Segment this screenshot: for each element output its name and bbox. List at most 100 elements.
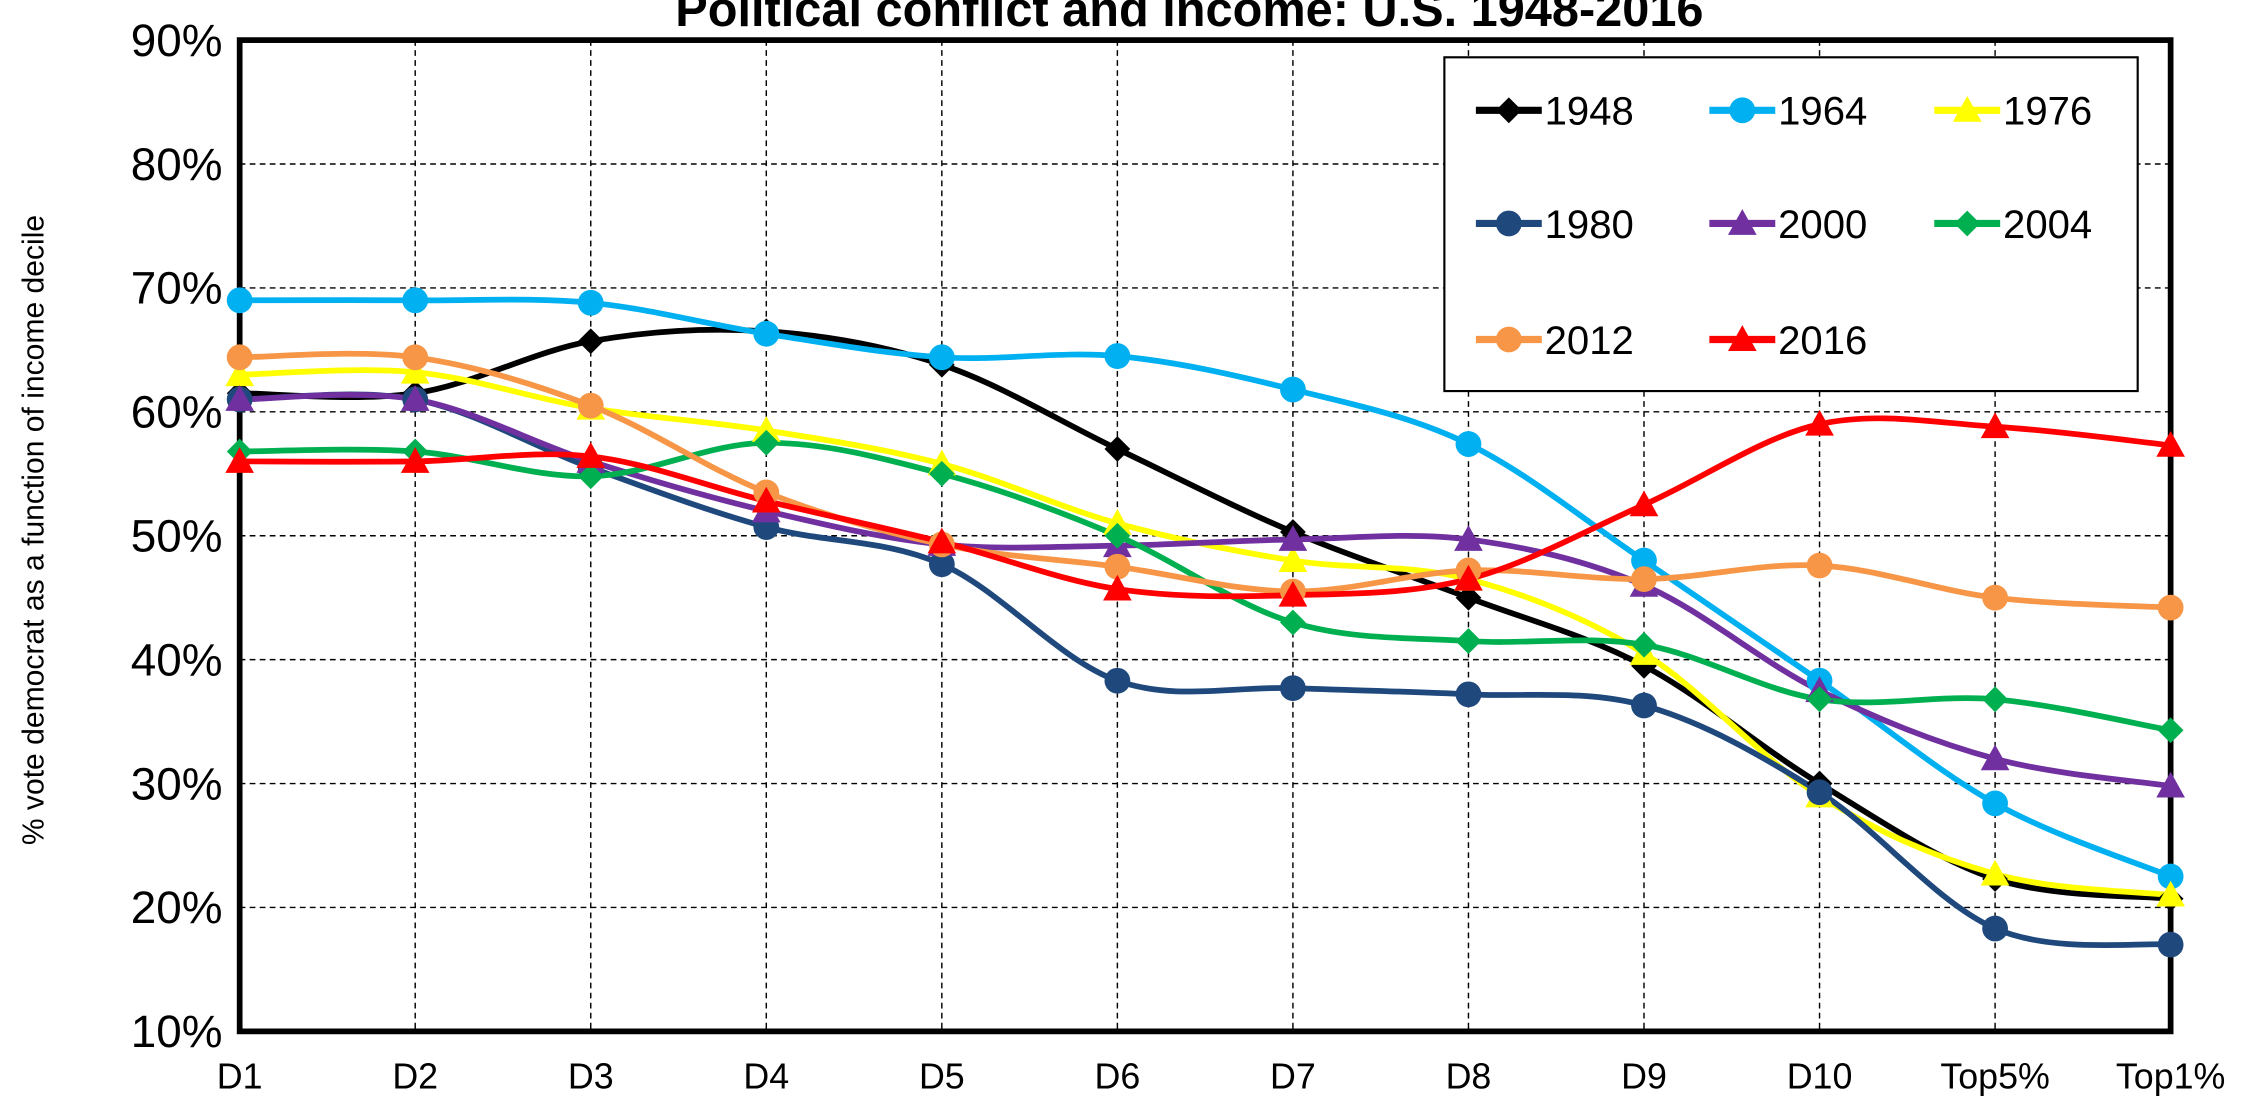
marker xyxy=(1278,525,1308,551)
legend-label: 2004 xyxy=(2003,203,2092,247)
x-tick-label: D4 xyxy=(743,1057,789,1097)
legend-label: 1948 xyxy=(1545,90,1634,134)
series-line xyxy=(239,391,2171,949)
marker xyxy=(402,287,429,314)
marker xyxy=(1280,609,1306,636)
marker xyxy=(1729,97,1756,124)
series-line xyxy=(239,367,2171,898)
marker xyxy=(400,357,430,384)
legend-label: 1976 xyxy=(2003,90,2092,134)
x-tick-label: D9 xyxy=(1621,1057,1667,1097)
x-tick-label: Top5% xyxy=(1940,1057,2049,1097)
marker xyxy=(1495,97,1522,124)
marker xyxy=(1104,343,1131,369)
marker xyxy=(1631,631,1657,658)
x-tick-label: D6 xyxy=(1094,1057,1140,1097)
marker xyxy=(1455,431,1482,457)
marker xyxy=(751,416,781,442)
marker xyxy=(1280,675,1306,702)
marker xyxy=(1982,790,2008,817)
marker xyxy=(2157,594,2184,621)
marker xyxy=(1280,376,1306,403)
x-tick-label: D7 xyxy=(1270,1057,1316,1097)
marker xyxy=(226,344,253,371)
y-tick-label: 70% xyxy=(131,263,223,314)
marker xyxy=(577,328,604,355)
y-axis-label: % vote democrat as a function of income … xyxy=(17,215,50,845)
plot-frame xyxy=(236,37,2174,1035)
marker xyxy=(1980,744,2010,771)
marker xyxy=(1104,436,1131,462)
y-tick-label: 10% xyxy=(131,1006,223,1057)
x-tick-label: D5 xyxy=(919,1057,965,1097)
marker xyxy=(927,527,957,554)
marker xyxy=(400,385,430,411)
series-line xyxy=(239,296,2172,880)
marker xyxy=(1631,547,1657,574)
marker xyxy=(1980,412,2010,439)
marker xyxy=(225,360,254,387)
marker xyxy=(1954,210,1981,237)
legend-label: 2016 xyxy=(1778,319,1867,363)
x-tick-label: D2 xyxy=(392,1057,438,1097)
marker xyxy=(1455,681,1482,708)
y-tick-label: 20% xyxy=(131,882,223,933)
marker xyxy=(226,287,253,314)
marker xyxy=(577,392,604,419)
marker xyxy=(2156,430,2185,457)
legend-label: 1980 xyxy=(1545,203,1634,247)
marker xyxy=(928,460,955,487)
marker xyxy=(753,429,780,456)
y-tick-label: 80% xyxy=(131,139,223,190)
marker xyxy=(1806,779,1833,806)
marker xyxy=(225,385,254,411)
legend-label: 2000 xyxy=(1778,203,1867,247)
marker xyxy=(1495,326,1522,353)
marker xyxy=(402,344,429,371)
legend-label: 2012 xyxy=(1545,319,1634,363)
y-tick-label: 90% xyxy=(131,15,223,66)
x-tick-label: D10 xyxy=(1787,1057,1853,1097)
x-tick-label: D3 xyxy=(568,1057,614,1097)
legend-label: 1964 xyxy=(1778,90,1867,134)
marker xyxy=(576,442,606,468)
marker xyxy=(1278,546,1308,572)
series-line xyxy=(239,326,2171,902)
marker xyxy=(1104,667,1131,694)
marker xyxy=(1952,95,1982,122)
marker xyxy=(225,447,254,473)
marker xyxy=(928,551,955,578)
marker xyxy=(1454,525,1483,551)
marker xyxy=(1104,553,1131,580)
series-line xyxy=(239,350,2171,611)
marker xyxy=(1982,584,2008,611)
y-tick-label: 40% xyxy=(131,634,223,685)
marker xyxy=(1495,210,1522,237)
marker xyxy=(1982,686,2008,713)
marker xyxy=(1980,859,2010,886)
marker xyxy=(1631,692,1657,719)
marker xyxy=(753,320,780,347)
marker xyxy=(577,289,604,316)
series-line xyxy=(239,439,2172,734)
legend-box xyxy=(1443,56,2139,393)
x-tick-label: Top1% xyxy=(2116,1057,2225,1097)
marker xyxy=(1806,686,1833,713)
marker xyxy=(400,447,430,473)
series-line xyxy=(239,415,2171,600)
marker xyxy=(1278,580,1308,607)
marker xyxy=(2157,931,2184,958)
marker xyxy=(1982,915,2008,942)
marker xyxy=(1629,490,1659,517)
marker xyxy=(1455,584,1482,611)
marker xyxy=(1805,409,1834,436)
marker xyxy=(1454,564,1483,591)
marker xyxy=(1806,552,1833,579)
marker xyxy=(2157,717,2184,744)
chart-title: Political conflict and income: U.S. 1948… xyxy=(675,0,1703,37)
marker xyxy=(2157,863,2184,890)
marker xyxy=(1728,209,1757,235)
marker xyxy=(1728,325,1757,351)
